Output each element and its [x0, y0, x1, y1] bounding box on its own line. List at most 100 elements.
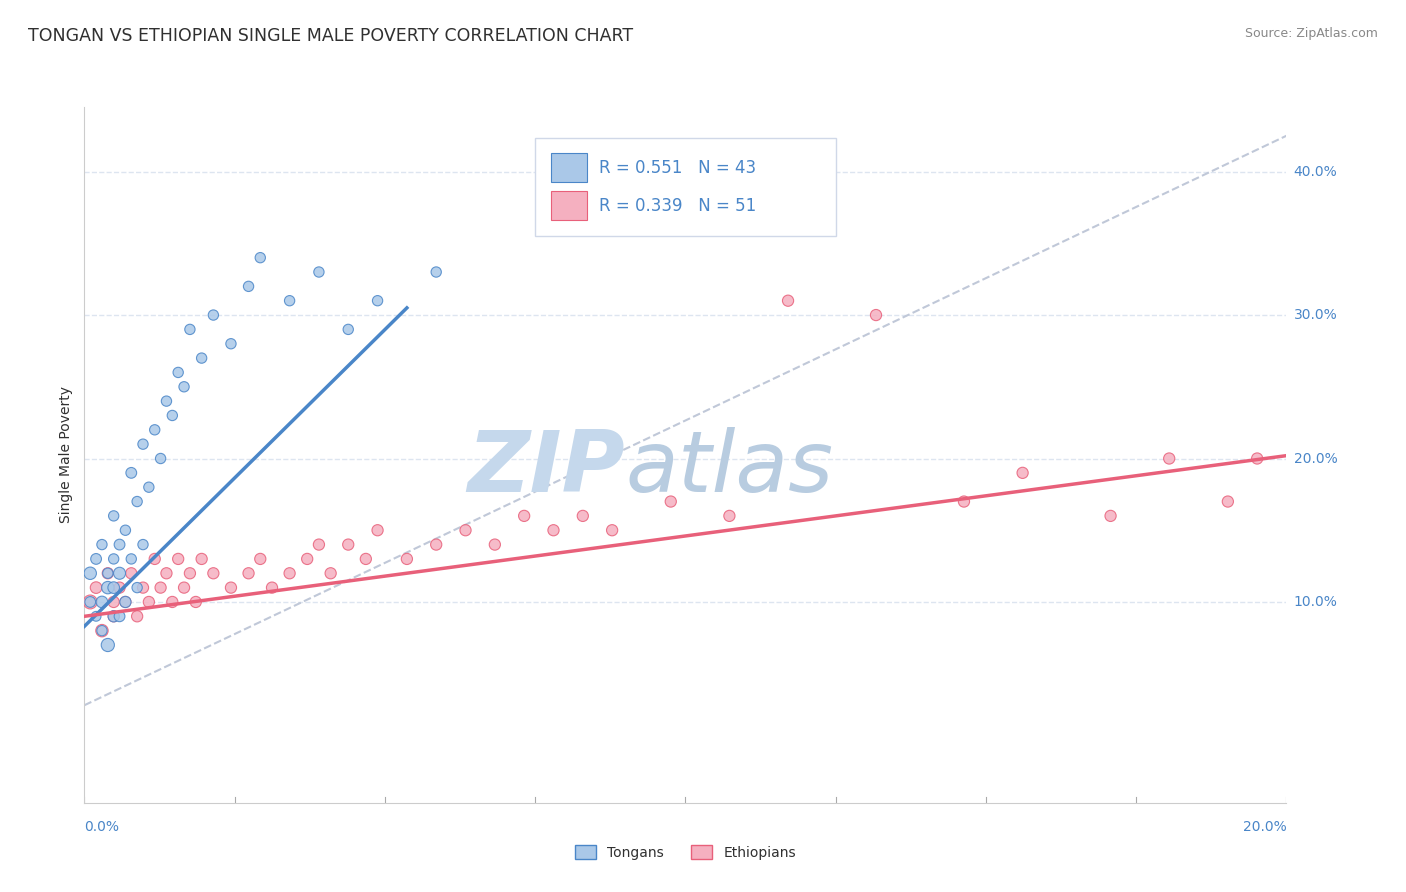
Point	[103, 581, 125, 595]
Point	[425, 265, 447, 279]
Point	[513, 508, 536, 523]
Point	[167, 552, 190, 566]
Point	[132, 581, 155, 595]
Point	[103, 552, 125, 566]
Point	[484, 538, 506, 552]
Point	[190, 552, 212, 566]
Point	[108, 581, 131, 595]
Point	[260, 581, 283, 595]
Point	[91, 538, 114, 552]
Point	[295, 552, 318, 566]
Text: atlas: atlas	[626, 427, 834, 510]
Point	[190, 351, 212, 365]
Point	[120, 566, 142, 581]
Point	[114, 595, 136, 609]
Point	[167, 366, 190, 380]
Point	[103, 609, 125, 624]
Point	[179, 566, 201, 581]
Point	[84, 609, 107, 624]
Point	[238, 566, 260, 581]
FancyBboxPatch shape	[536, 138, 835, 235]
Point	[103, 595, 125, 609]
Point	[103, 508, 125, 523]
Point	[337, 322, 360, 336]
Point	[173, 581, 195, 595]
Point	[155, 394, 177, 409]
Point	[278, 566, 301, 581]
Point	[718, 508, 741, 523]
Point	[120, 466, 142, 480]
Text: Source: ZipAtlas.com: Source: ZipAtlas.com	[1244, 27, 1378, 40]
Point	[149, 581, 172, 595]
Text: TONGAN VS ETHIOPIAN SINGLE MALE POVERTY CORRELATION CHART: TONGAN VS ETHIOPIAN SINGLE MALE POVERTY …	[28, 27, 633, 45]
Text: 40.0%: 40.0%	[1294, 165, 1337, 178]
Point	[425, 538, 447, 552]
Point	[308, 538, 330, 552]
Point	[395, 552, 418, 566]
Point	[1159, 451, 1181, 466]
Point	[202, 566, 225, 581]
Point	[143, 423, 166, 437]
Point	[155, 566, 177, 581]
Point	[179, 322, 201, 336]
Point	[1099, 508, 1122, 523]
Point	[97, 566, 120, 581]
Legend: Tongans, Ethiopians: Tongans, Ethiopians	[569, 839, 801, 865]
Text: 30.0%: 30.0%	[1294, 308, 1337, 322]
Point	[1246, 451, 1268, 466]
Point	[91, 595, 114, 609]
Point	[91, 624, 114, 638]
Point	[84, 552, 107, 566]
Point	[108, 609, 131, 624]
Point	[354, 552, 377, 566]
Point	[1011, 466, 1033, 480]
Bar	[551, 191, 586, 219]
Point	[454, 523, 477, 537]
Point	[84, 581, 107, 595]
Point	[108, 566, 131, 581]
Point	[79, 595, 101, 609]
Point	[1216, 494, 1239, 508]
Point	[114, 523, 136, 537]
Point	[278, 293, 301, 308]
Point	[97, 638, 120, 652]
Point	[249, 251, 271, 265]
Point	[127, 494, 149, 508]
Point	[337, 538, 360, 552]
Bar	[551, 153, 586, 182]
Y-axis label: Single Male Poverty: Single Male Poverty	[59, 386, 73, 524]
Point	[114, 595, 136, 609]
Point	[97, 581, 120, 595]
Point	[219, 581, 242, 595]
Point	[149, 451, 172, 466]
Point	[543, 523, 565, 537]
Point	[91, 624, 114, 638]
Text: R = 0.551   N = 43: R = 0.551 N = 43	[599, 159, 756, 177]
Text: 20.0%: 20.0%	[1294, 451, 1337, 466]
Point	[120, 552, 142, 566]
Point	[127, 609, 149, 624]
Point	[162, 595, 184, 609]
Point	[219, 336, 242, 351]
Point	[572, 508, 595, 523]
Point	[865, 308, 887, 322]
Point	[138, 480, 160, 494]
Text: R = 0.339   N = 51: R = 0.339 N = 51	[599, 197, 756, 215]
Point	[97, 566, 120, 581]
Point	[132, 538, 155, 552]
Point	[138, 595, 160, 609]
Point	[308, 265, 330, 279]
Point	[79, 566, 101, 581]
Point	[367, 523, 389, 537]
Point	[132, 437, 155, 451]
Point	[202, 308, 225, 322]
Text: ZIP: ZIP	[468, 427, 626, 510]
Point	[319, 566, 342, 581]
Point	[103, 609, 125, 624]
Point	[127, 581, 149, 595]
Point	[143, 552, 166, 566]
Point	[79, 595, 101, 609]
Point	[776, 293, 799, 308]
Text: 10.0%: 10.0%	[1294, 595, 1337, 609]
Point	[953, 494, 976, 508]
